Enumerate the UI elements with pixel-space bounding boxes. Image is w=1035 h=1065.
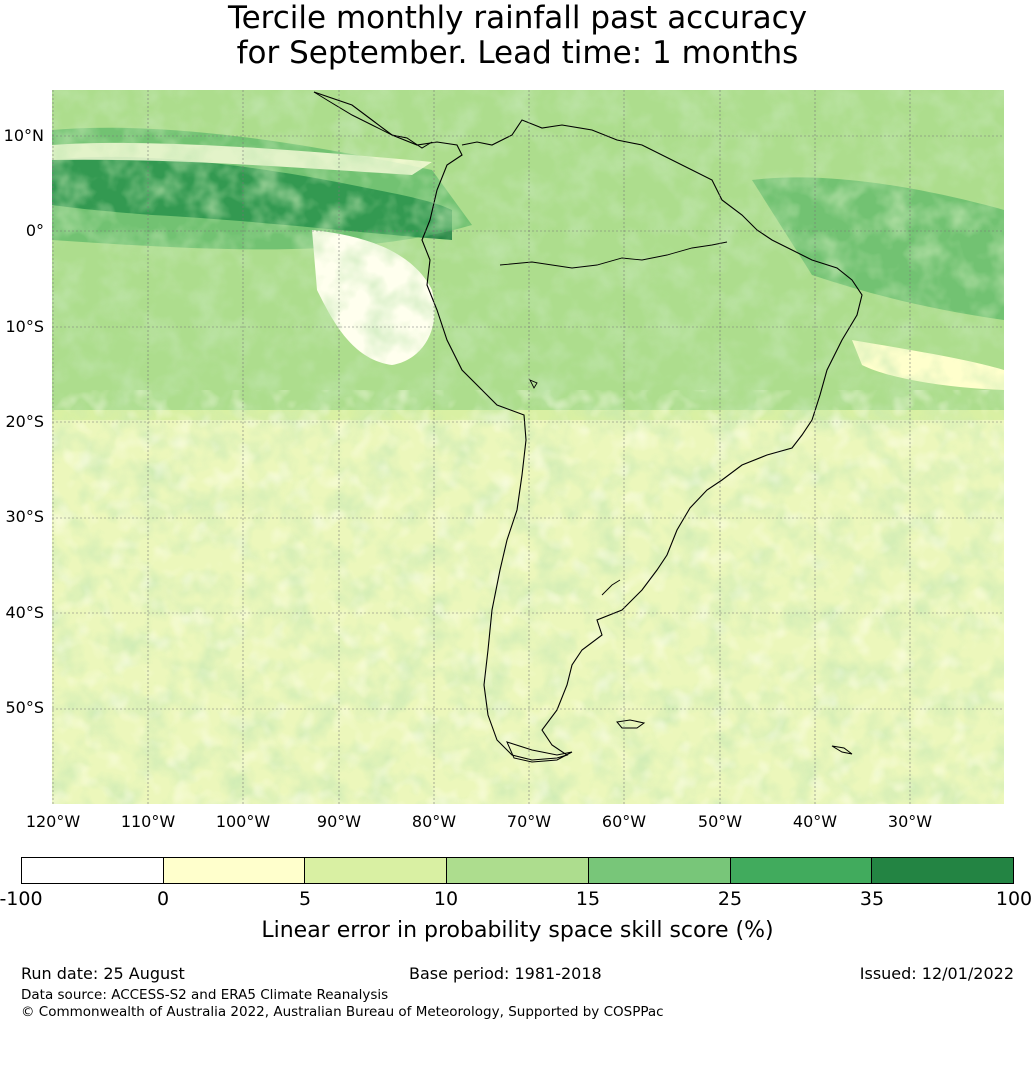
lat-label-0: 0° <box>25 221 44 240</box>
lake-titicaca <box>529 379 538 389</box>
lon-label-80w: 80°W <box>411 812 457 831</box>
tierra-del-fuego <box>506 741 573 763</box>
colorbar-segment <box>872 858 1014 883</box>
lat-label-30s: 30°S <box>5 507 44 526</box>
base-period: Base period: 1981-2018 <box>409 964 602 983</box>
run-date: Run date: 25 August <box>21 964 185 983</box>
south-georgia <box>831 745 853 755</box>
lat-label-10n: 10°N <box>3 126 44 145</box>
lat-label-40s: 40°S <box>5 603 44 622</box>
lon-label-70w: 70°W <box>506 812 552 831</box>
colorbar-tick: 15 <box>575 888 601 910</box>
south-america-coastline <box>313 91 863 761</box>
lat-label-10s: 10°S <box>5 317 44 336</box>
skill-score-map <box>52 90 1004 804</box>
colorbar-segment <box>588 858 731 883</box>
lat-label-20s: 20°S <box>5 412 44 431</box>
colorbar-tick: 35 <box>859 888 885 910</box>
colorbar-tick: 5 <box>298 888 312 910</box>
colorbar-tick: 100 <box>995 888 1033 910</box>
rio-de-la-plata <box>601 579 621 596</box>
graticule <box>52 90 1004 804</box>
colorbar-segment <box>447 858 589 883</box>
data-source: Data source: ACCESS-S2 and ERA5 Climate … <box>21 987 389 1003</box>
lon-label-60w: 60°W <box>601 812 647 831</box>
lon-label-30w: 30°W <box>887 812 933 831</box>
lon-label-110w: 110°W <box>120 812 176 831</box>
colorbar-tick: -100 <box>0 888 43 910</box>
falkland-islands <box>616 719 646 729</box>
central-america-coastline <box>313 91 433 149</box>
lon-label-100w: 100°W <box>215 812 271 831</box>
lon-label-90w: 90°W <box>316 812 362 831</box>
lat-label-50s: 50°S <box>5 698 44 717</box>
map-title-line1: Tercile monthly rainfall past accuracy <box>227 0 808 36</box>
colorbar-segment <box>305 858 448 883</box>
colorbar-tick: 25 <box>717 888 743 910</box>
lon-label-40w: 40°W <box>792 812 838 831</box>
lon-label-120w: 120°W <box>25 812 81 831</box>
colorbar-segment <box>22 858 164 883</box>
map-title-line2: for September. Lead time: 1 months <box>236 35 799 71</box>
colorbar-tick: 0 <box>156 888 170 910</box>
colorbar <box>21 857 1014 884</box>
colorbar-tick: 10 <box>433 888 459 910</box>
copyright: © Commonwealth of Australia 2022, Austra… <box>21 1004 664 1020</box>
issued-date: Issued: 12/01/2022 <box>859 964 1014 983</box>
colorbar-label: Linear error in probability space skill … <box>261 918 774 943</box>
lon-label-50w: 50°W <box>697 812 743 831</box>
amazon-river <box>499 241 728 269</box>
colorbar-segment <box>730 858 873 883</box>
colorbar-segment <box>163 858 306 883</box>
